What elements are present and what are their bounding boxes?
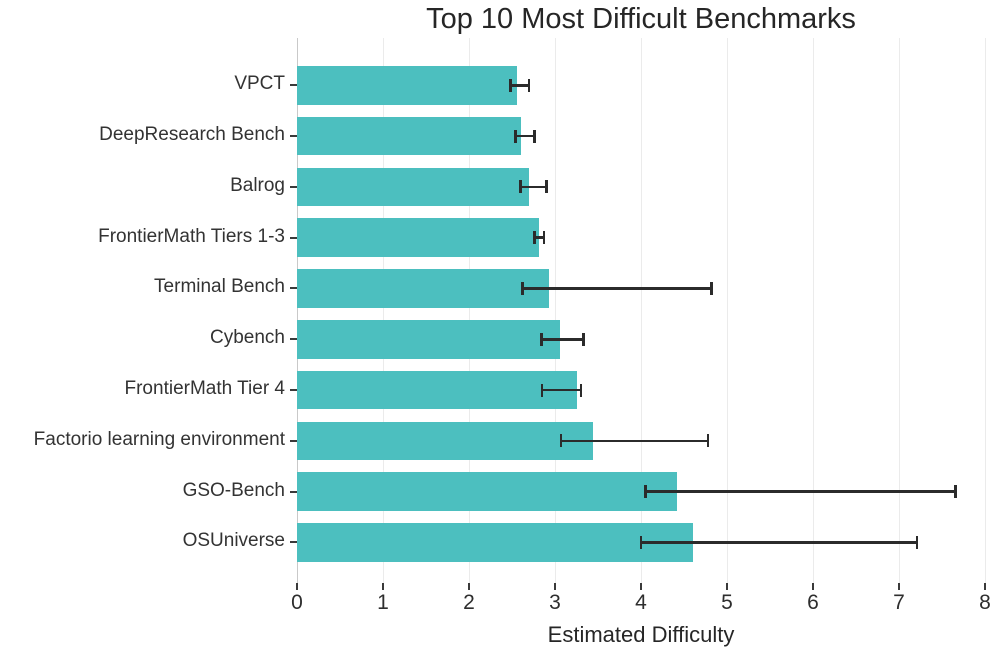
bar [297,218,539,257]
y-tick-label: Balrog [230,174,285,196]
y-tick-mark [290,84,297,87]
bar [297,116,522,156]
bar [297,523,694,562]
gridline [382,38,384,583]
error-bar-cap [514,129,517,143]
error-bar [645,490,956,493]
bar [297,421,593,461]
bar [297,66,518,105]
y-tick-label: FrontierMath Tiers 1-3 [98,225,285,247]
x-tick-mark [468,583,470,590]
y-tick-mark [290,287,297,290]
error-bar-cap [527,78,531,92]
error-bar-cap [579,383,583,397]
y-tick-label: Terminal Bench [154,276,285,298]
gridline [640,38,642,583]
y-tick-label: DeepResearch Bench [99,124,285,146]
gridline [468,38,470,583]
plot-area: 0 1 2 3 4 5 6 7 8 [290,38,991,614]
y-tick-label: GSO-Bench [182,479,285,501]
x-tick-label: 0 [291,591,303,614]
y-tick-mark [290,541,297,544]
bar [297,370,578,410]
x-tick-mark [640,583,642,590]
y-tick-mark [290,490,297,493]
error-bar-cap [542,231,546,245]
y-tick-label: Cybench [210,327,285,349]
gridline [984,38,986,583]
x-tick-mark [898,583,900,590]
error-bar-cap [644,485,647,499]
error-bar-cap [710,281,713,295]
error-bar-cap [545,180,548,194]
error-bar [561,439,709,443]
y-tick-mark [290,185,297,188]
gridline [898,38,900,583]
error-bar-cap [639,535,643,549]
chart-title: Top 10 Most Difficult Benchmarks [426,3,856,35]
error-bar-cap [508,78,512,92]
x-tick-mark [382,583,384,590]
x-tick-mark [296,583,298,590]
x-tick-mark [984,583,986,590]
bar [297,167,530,207]
y-tick-label: FrontierMath Tier 4 [124,378,286,400]
error-bar-cap [533,231,536,245]
error-bar [520,185,547,189]
bar [297,320,561,359]
error-bar-cap [539,332,543,346]
gridline [554,38,556,583]
error-bar-cap [706,434,710,448]
y-tick-label: OSUniverse [182,530,285,552]
x-tick-label: 4 [635,591,647,614]
x-tick-mark [726,583,728,590]
error-bar-cap [582,332,585,346]
x-tick-mark [812,583,814,590]
error-bar [542,388,581,392]
x-tick-label: 7 [893,591,905,614]
y-tick-label: Factorio learning environment [33,428,285,450]
error-bar [534,236,544,239]
gridline [296,38,298,583]
error-bar-cap [519,180,522,194]
error-bar-cap [954,485,958,499]
y-axis-labels: VPCT DeepResearch Bench Balrog FrontierMath… [0,38,285,583]
x-tick-label: 1 [377,591,389,614]
x-tick-label: 6 [807,591,819,614]
y-tick-mark [290,338,297,341]
x-tick-label: 8 [979,591,991,614]
error-bar [541,337,584,341]
bar [297,269,549,308]
error-bar [522,287,712,290]
gridline [726,38,728,583]
x-tick-label: 2 [463,591,475,614]
y-tick-label: VPCT [234,73,285,95]
error-bar-cap [559,434,563,448]
error-bar-cap [521,281,524,295]
y-tick-mark [290,439,297,442]
bar [297,472,678,511]
error-bar [641,541,918,544]
gridline [812,38,814,583]
error-bar-cap [533,129,536,143]
y-tick-mark [290,236,297,239]
y-tick-mark [290,389,297,392]
error-bar-cap [540,383,544,397]
error-bar [515,134,535,138]
y-tick-mark [290,135,297,138]
error-bar [510,83,530,87]
x-tick-label: 3 [549,591,561,614]
x-tick-mark [554,583,556,590]
x-tick-label: 5 [721,591,733,614]
error-bar-cap [915,535,919,549]
x-axis-label: Estimated Difficulty [547,622,735,647]
